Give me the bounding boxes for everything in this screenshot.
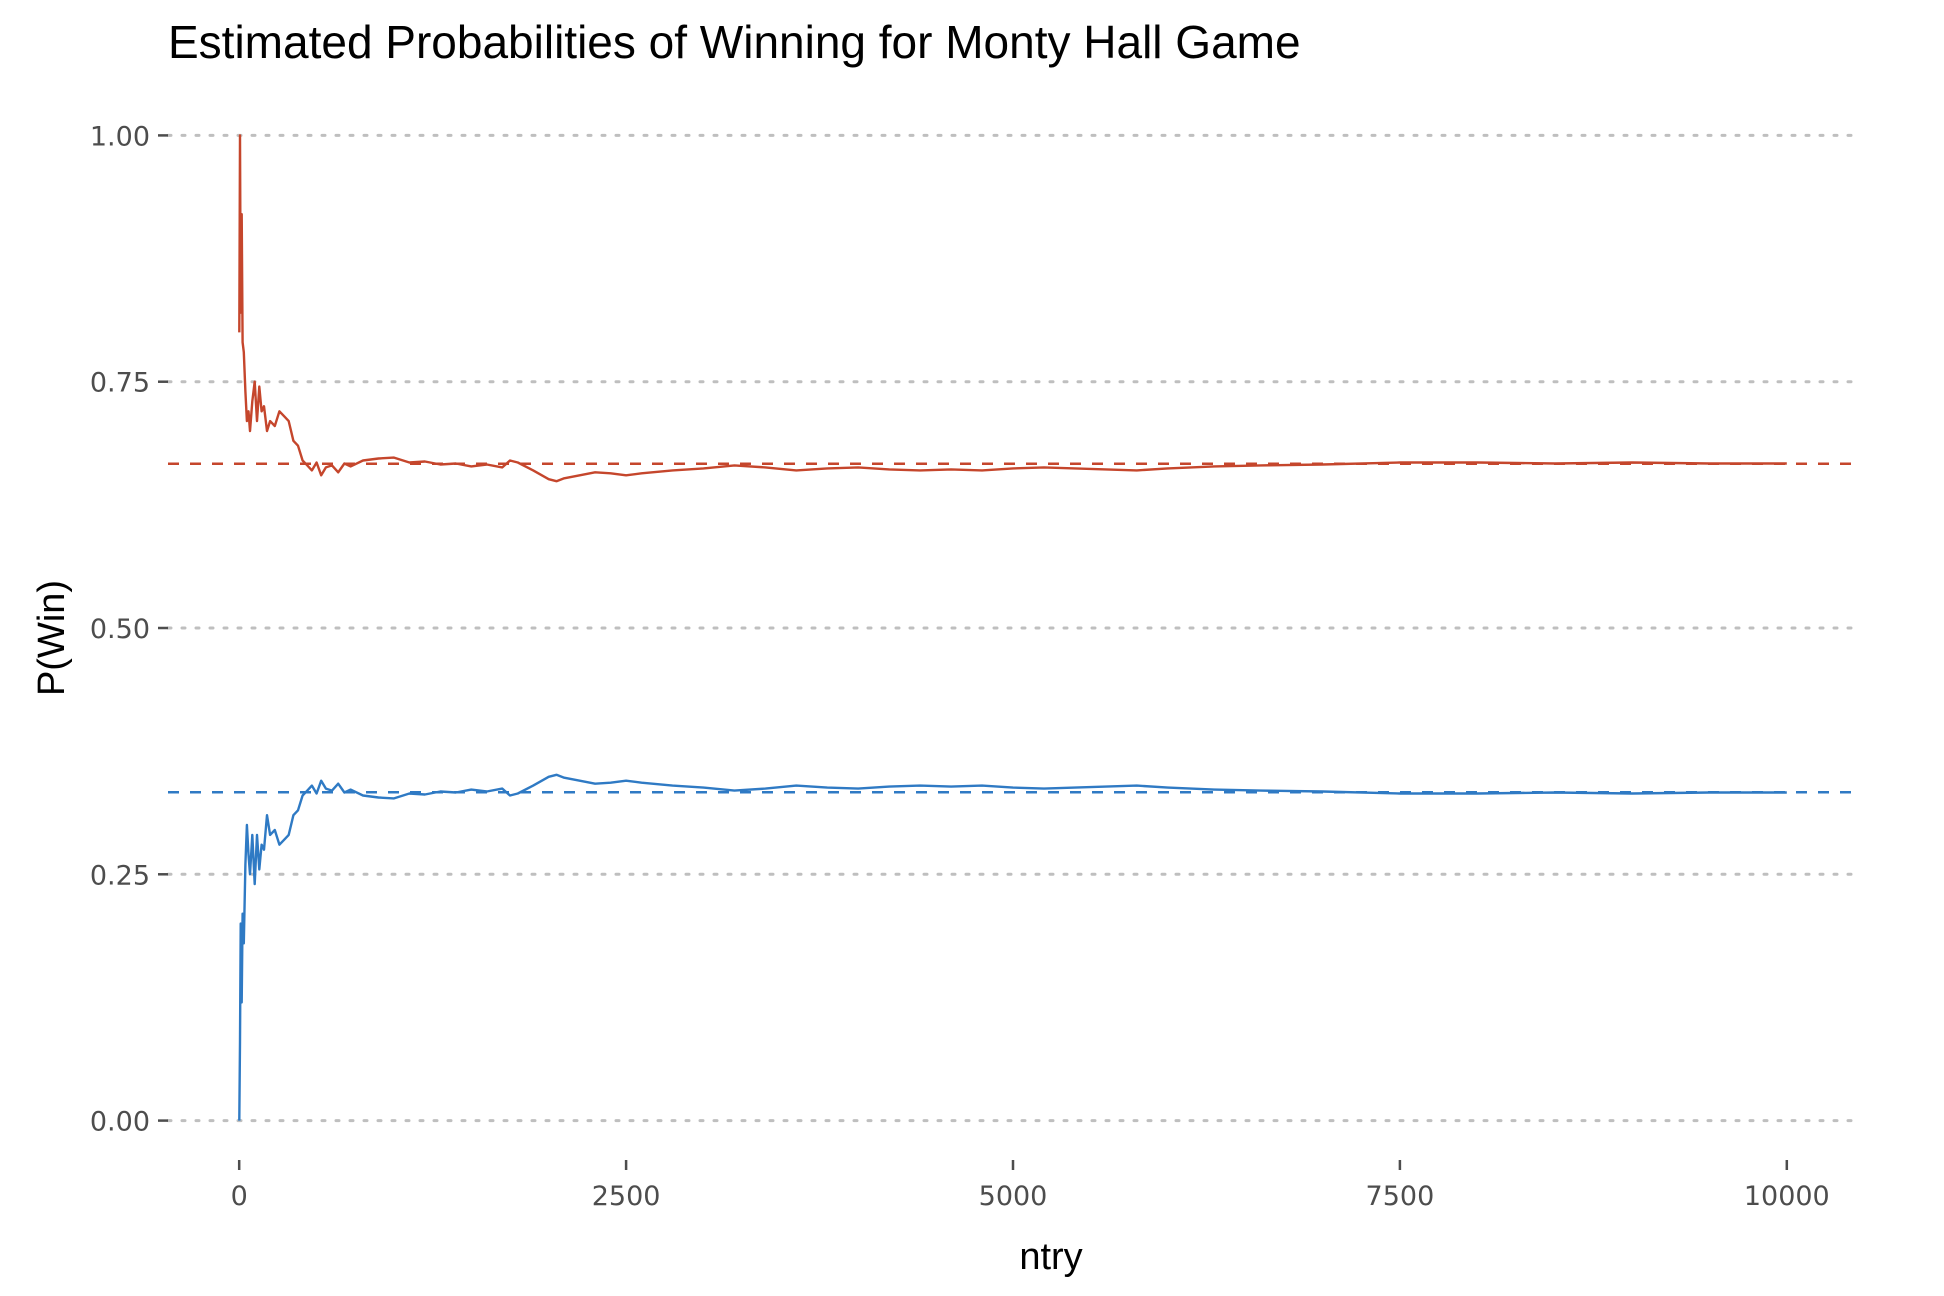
x-tick-label: 2500: [592, 1181, 661, 1212]
grid-layer: [166, 133, 1860, 1123]
chart-title: Estimated Probabilities of Winning for M…: [168, 16, 1301, 68]
series-line-1: [238, 773, 1787, 1121]
axis-layer: 0.00 0.25 0.50 0.75 1.00 0 2500 5000 7500 10000: [90, 121, 1830, 1212]
x-axis-title: ntry: [1019, 1236, 1082, 1278]
y-tick-label: 1.00: [90, 121, 150, 152]
y-tick-label: 0.25: [90, 860, 150, 891]
y-tick-label: 0.50: [90, 614, 150, 645]
y-tick-label: 0.00: [90, 1107, 150, 1138]
y-axis-title: P(Win): [31, 580, 73, 696]
series-layer: [238, 134, 1787, 1121]
x-tick-label: 10000: [1744, 1181, 1830, 1212]
series-line-0: [238, 134, 1787, 483]
x-tick-label: 7500: [1366, 1181, 1435, 1212]
x-tick-label: 5000: [979, 1181, 1048, 1212]
y-tick-label: 0.75: [90, 368, 150, 399]
x-tick-label: 0: [231, 1181, 248, 1212]
